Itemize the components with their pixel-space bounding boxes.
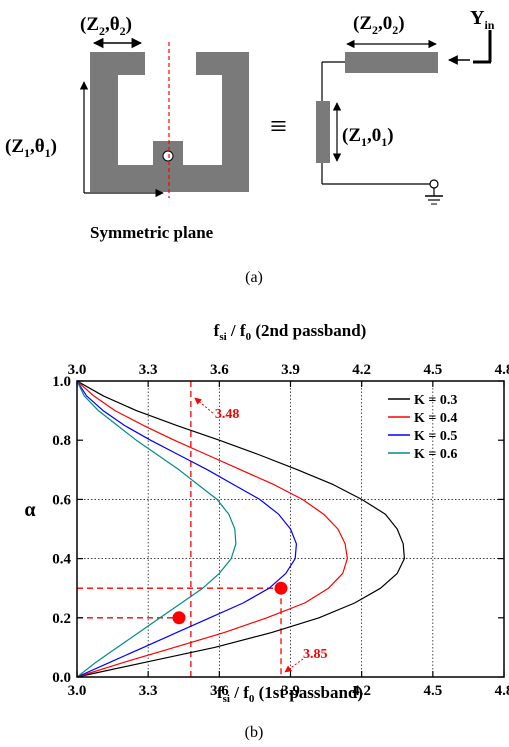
guide-pointer-3.85 — [284, 658, 304, 673]
yin-label: Yin — [470, 7, 495, 32]
x-tick-label-top: 4.8 — [495, 362, 509, 378]
y-tick-label: 0.6 — [52, 492, 71, 508]
x-bottom-axis-label: fsi / f0 (1st passband) — [217, 683, 363, 705]
y-axis-label: α — [24, 499, 35, 521]
caption-b: (b) — [245, 724, 264, 741]
x-tick-label-bottom: 4.2 — [352, 683, 371, 699]
z2-line-block — [345, 52, 438, 73]
equivalence-symbol: ≡ — [270, 110, 287, 143]
caption-a: (a) — [245, 269, 263, 286]
x-tick-label-top: 4.5 — [423, 362, 442, 378]
series-line-4 — [76, 380, 237, 678]
y-tick-label: 0.0 — [52, 670, 71, 686]
panel-a-diagram: (Z2,θ2) (Z1,θ1) ≡ (Z2,02) (Z1,01) Yin Sy… — [5, 7, 495, 286]
series-line-1 — [76, 380, 405, 678]
y-tick-label: 1.0 — [52, 374, 71, 390]
x-tick-label-top: 3.6 — [210, 362, 229, 378]
right-top-label: (Z2,02) — [353, 13, 405, 37]
guides: 3.48 3.85 — [77, 381, 328, 677]
x-tick-label-top: 3.0 — [68, 362, 87, 378]
y-tick-label: 0.8 — [52, 433, 71, 449]
right-side-label: (Z1,01) — [342, 125, 394, 149]
x-tick-label-bottom: 4.8 — [495, 683, 509, 699]
guide-pointer-3.48 — [194, 397, 214, 414]
x-tick-label-top: 3.9 — [281, 362, 300, 378]
y-tick-label: 0.4 — [52, 552, 71, 568]
legend-label-1: K = 0.3 — [414, 393, 457, 408]
ticks: 3.0 3.0 3.3 3.3 3.6 3.6 3.9 3.9 4.2 4.2 4.5 4.5 4.8 4… — [52, 362, 509, 699]
legend: K = 0.3 K = 0.4 K = 0.5 K = 0.6 — [388, 393, 457, 462]
markers — [172, 581, 288, 625]
symmetric-plane-label: Symmetric plane — [90, 223, 214, 242]
guide-label-3.48: 3.48 — [215, 407, 240, 422]
data-point-marker-1 — [172, 611, 186, 625]
legend-label-2: K = 0.4 — [414, 411, 457, 426]
left-side-label: (Z1,θ1) — [5, 136, 57, 160]
x-tick-label-bottom: 3.9 — [281, 683, 300, 699]
legend-label-4: K = 0.6 — [414, 447, 457, 462]
x-tick-label-top: 3.3 — [139, 362, 158, 378]
left-top-label: (Z2,θ2) — [80, 14, 132, 38]
data-point-marker-2 — [274, 581, 288, 595]
series — [76, 380, 405, 678]
x-tick-label-bottom: 3.3 — [139, 683, 158, 699]
chart: fsi / f0 (2nd passband) fsi / f0 (1st pa… — [24, 321, 509, 705]
series-line-2 — [76, 380, 348, 678]
ground-node — [429, 179, 439, 189]
x-top-axis-label: fsi / f0 (2nd passband) — [214, 321, 367, 343]
via-hole — [162, 150, 174, 162]
x-tick-label-bottom: 3.0 — [68, 683, 87, 699]
y-tick-label: 0.2 — [52, 611, 71, 627]
series-line-3 — [76, 380, 297, 678]
guide-label-3.85: 3.85 — [303, 647, 328, 662]
z1-line-block — [316, 101, 330, 163]
x-tick-label-bottom: 4.5 — [423, 683, 442, 699]
x-tick-label-bottom: 3.6 — [210, 683, 229, 699]
legend-label-3: K = 0.5 — [414, 429, 457, 444]
x-tick-label-top: 4.2 — [352, 362, 371, 378]
